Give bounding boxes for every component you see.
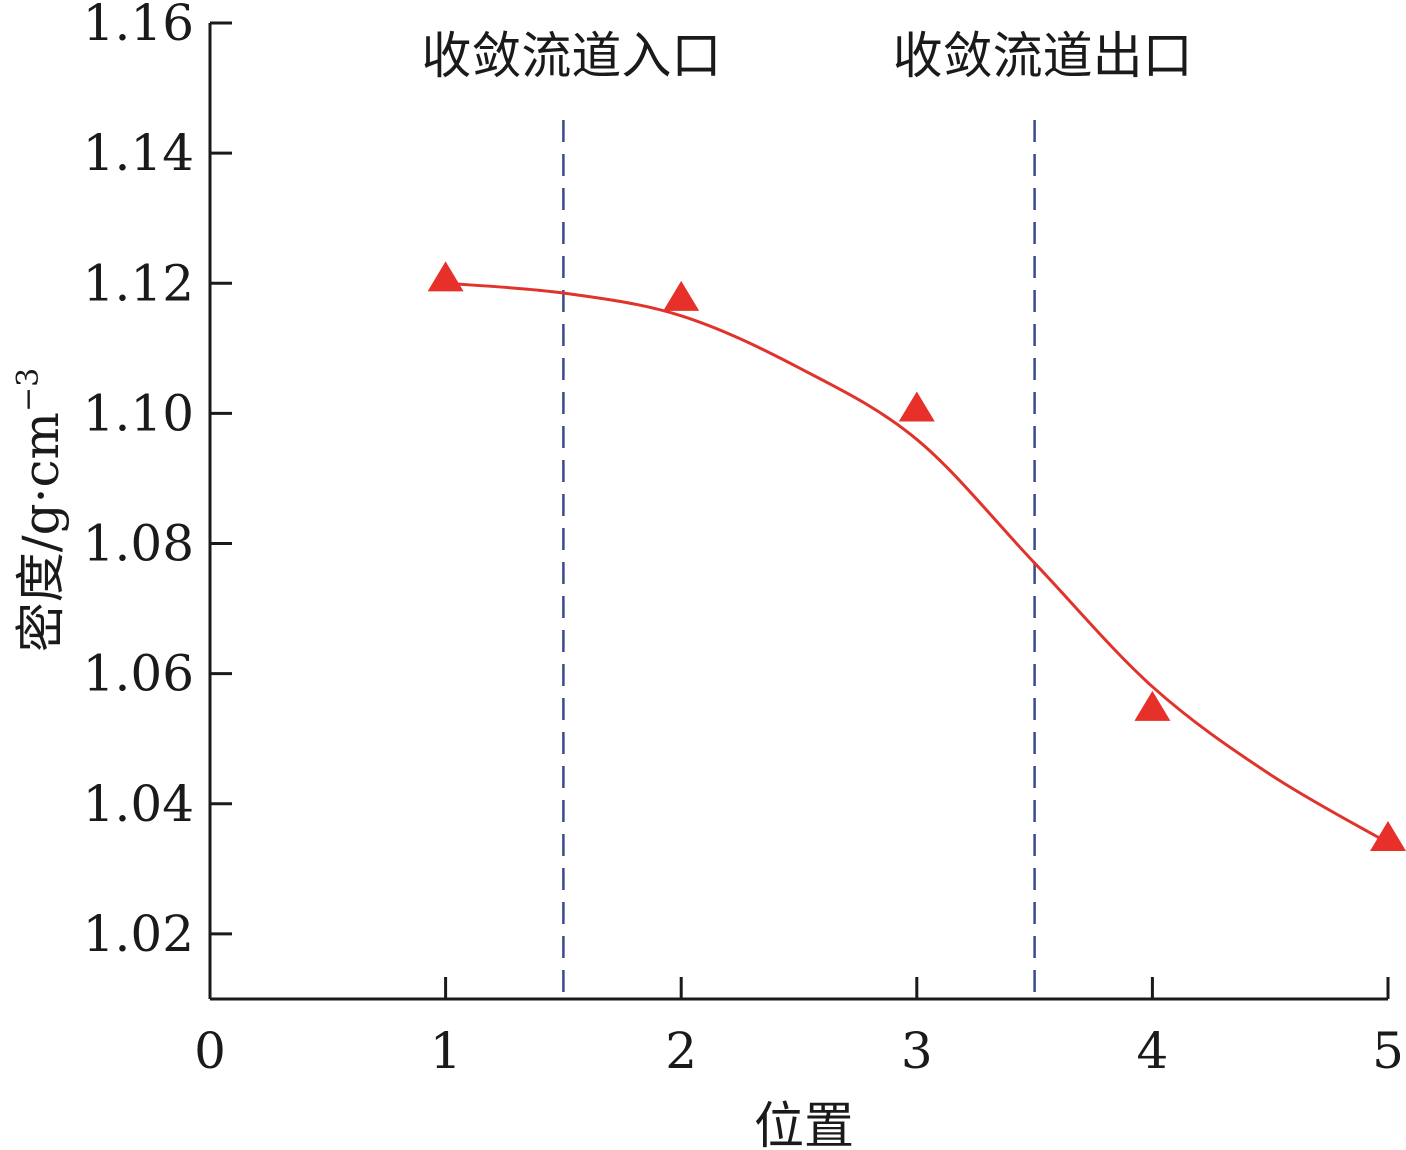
reference-line-label: 收敛流道入口 — [421, 27, 721, 85]
fit-curve — [445, 281, 1389, 845]
x-tick-label: 4 — [1136, 1022, 1168, 1080]
y-tick-label: 1.14 — [83, 124, 194, 182]
x-tick-label: 1 — [430, 1022, 462, 1080]
y-tick-label: 1.08 — [83, 515, 194, 573]
x-tick-label: 0 — [194, 1022, 226, 1080]
y-axis-title-main: 密度/g·cm — [12, 412, 70, 652]
data-point-triangle — [1370, 820, 1406, 851]
y-tick-label: 1.04 — [83, 775, 194, 833]
y-tick-label: 1.02 — [83, 905, 194, 963]
x-axis-title: 位置 — [754, 1097, 854, 1150]
chart-labels: 1.02 1.04 1.06 1.08 1.10 1.12 1.14 1.16 0 1 2 3 4 5 位置… — [11, 0, 1404, 1150]
data-point-triangle — [427, 261, 464, 292]
y-tick-label: 1.12 — [83, 254, 194, 312]
data-markers — [427, 261, 1406, 851]
data-point-triangle — [663, 280, 700, 311]
y-tick-label: 1.16 — [83, 0, 194, 52]
y-tick-label: 1.06 — [83, 645, 194, 703]
reference-lines — [562, 120, 1036, 999]
y-axis-title-superscript: −3 — [11, 368, 46, 412]
data-point-triangle — [898, 391, 935, 422]
fit-curve-layer — [445, 281, 1389, 845]
y-tick-label: 1.10 — [83, 384, 194, 442]
axes — [208, 21, 1390, 1001]
x-tick-label: 3 — [901, 1022, 933, 1080]
data-point-triangle — [1134, 690, 1171, 721]
reference-line-label: 收敛流道出口 — [893, 27, 1193, 85]
y-axis-title: 密度/g·cm−3 — [11, 368, 70, 652]
x-tick-label: 2 — [665, 1022, 697, 1080]
x-tick-label: 5 — [1372, 1022, 1404, 1080]
